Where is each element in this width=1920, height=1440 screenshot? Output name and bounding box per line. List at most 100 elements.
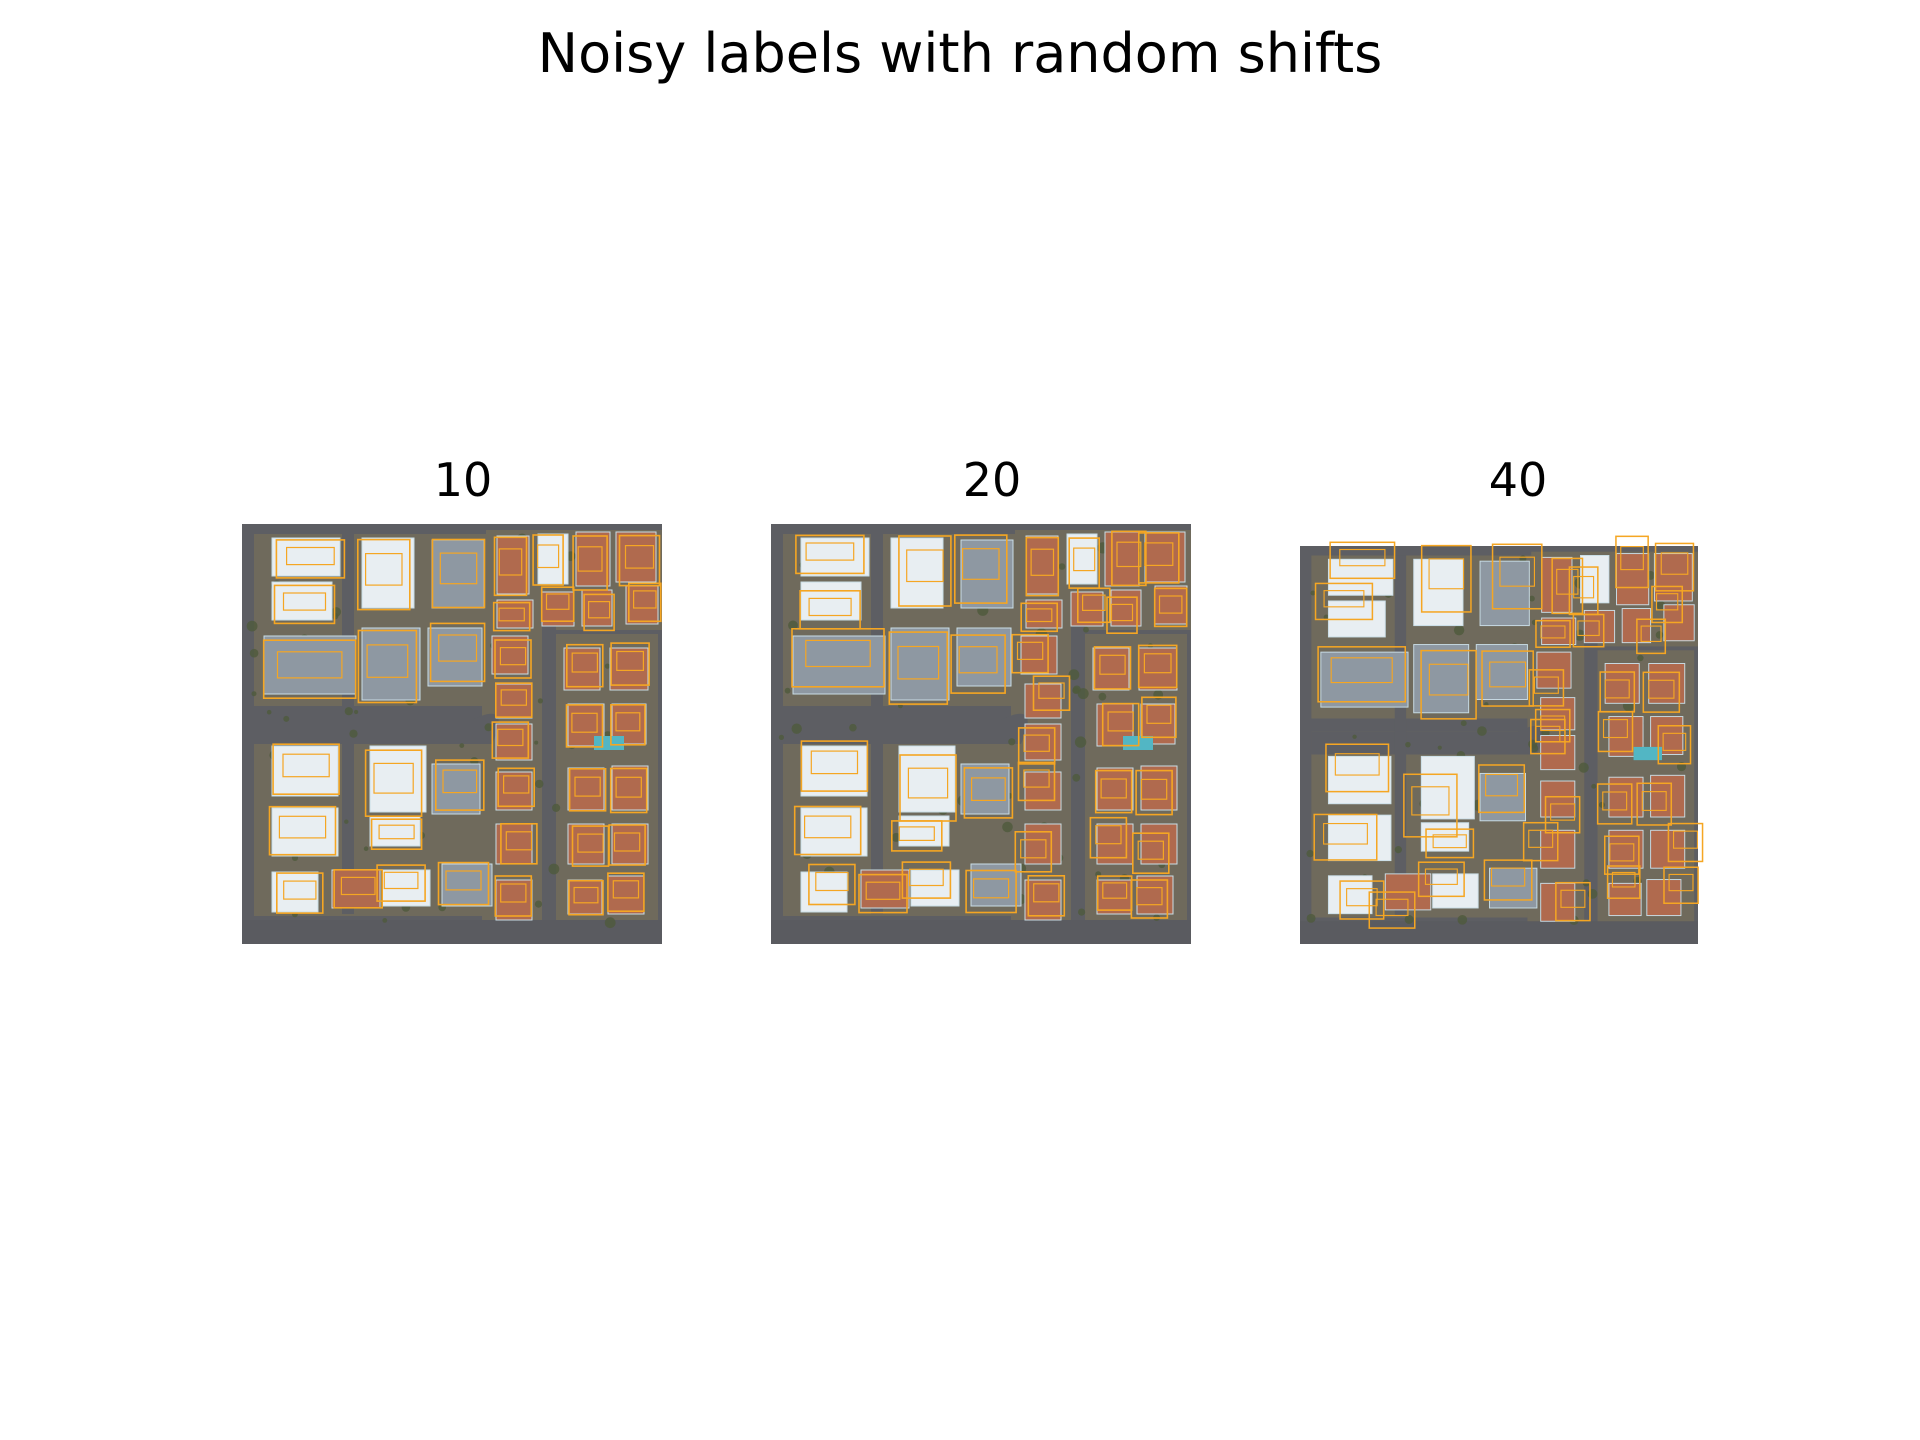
building-outline (1100, 778, 1127, 799)
main-road (242, 920, 662, 944)
building-roof (1024, 683, 1062, 719)
building-outline (803, 815, 852, 839)
building-outline (435, 759, 485, 811)
tree (1477, 726, 1487, 736)
building-outline (633, 590, 657, 609)
building-outline (858, 873, 908, 914)
side-street (342, 534, 354, 914)
building-outline (1533, 676, 1559, 694)
building-outline (971, 777, 1006, 801)
building-outline (1483, 859, 1533, 901)
building-roof (496, 599, 534, 629)
building-outline (1033, 883, 1060, 903)
building-outline (1023, 769, 1050, 788)
building-roof (609, 647, 649, 691)
building-roof (956, 627, 1012, 687)
building-outline (1560, 889, 1586, 908)
building-outline (1027, 874, 1066, 917)
building-outline (897, 645, 940, 680)
building-outline (808, 863, 856, 906)
building-outline (573, 886, 599, 904)
building-outline (1596, 783, 1633, 825)
tree (1306, 913, 1316, 923)
building-outline (898, 826, 935, 841)
building-outline (494, 875, 533, 917)
building-outline (1329, 541, 1396, 580)
building-outline (1490, 867, 1526, 887)
building-roof (1540, 780, 1576, 818)
tree (1352, 734, 1357, 739)
tree (1655, 631, 1664, 639)
building-roof (1413, 644, 1470, 714)
building-outline (577, 833, 604, 853)
building-roof (1604, 663, 1640, 704)
building-outline (1425, 828, 1475, 859)
building-roof (1092, 647, 1130, 691)
building-outline (962, 548, 1000, 580)
building-outline (1615, 535, 1649, 589)
tree (604, 917, 616, 929)
pool (1633, 746, 1662, 761)
building-outline (1667, 822, 1704, 863)
building-outline (505, 831, 533, 851)
building-roof (271, 537, 341, 577)
building-outline (901, 861, 952, 899)
building-outline (574, 776, 601, 797)
building-outline (1672, 830, 1699, 849)
building-outline (898, 535, 952, 607)
building-roof (1320, 651, 1409, 708)
building-outline (438, 634, 478, 662)
building-outline (503, 775, 530, 794)
building-roof (431, 763, 481, 815)
building-outline (276, 651, 343, 679)
building-outline (609, 767, 648, 814)
tree (788, 620, 798, 631)
building-roof (1104, 531, 1140, 587)
building-outline (1420, 649, 1477, 720)
building-outline (1137, 644, 1178, 689)
building-outline (1611, 871, 1636, 888)
building-outline (1572, 613, 1605, 648)
building-outline (568, 768, 607, 812)
building-outline (1530, 718, 1566, 755)
tree (1002, 821, 1013, 833)
building-outline (1478, 764, 1526, 814)
panel-title-10: 10 (433, 453, 493, 507)
building-outline (571, 712, 598, 733)
building-outline (1137, 532, 1180, 584)
building-roof (1608, 882, 1642, 917)
building-outline (1346, 888, 1378, 907)
building-outline (1662, 732, 1687, 751)
building-roof (491, 635, 529, 675)
aerial-image (242, 524, 662, 944)
tree (778, 734, 784, 740)
building-outline (1143, 653, 1172, 674)
building-outline (1499, 556, 1536, 587)
building-roof (1140, 765, 1178, 811)
building-roof (563, 647, 601, 691)
building-roof (271, 745, 339, 797)
building-roof (1327, 814, 1392, 862)
tree (1058, 563, 1066, 570)
building-outline (891, 820, 943, 852)
building-outline (565, 643, 604, 688)
panel-title-20: 20 (962, 453, 1022, 507)
tree (791, 723, 802, 734)
tree (354, 709, 359, 715)
side-street (542, 624, 556, 924)
building-outline (500, 689, 528, 706)
tree (1437, 745, 1442, 750)
building-outline (1073, 547, 1096, 572)
building-outline (1016, 641, 1044, 661)
tree (1068, 669, 1080, 681)
building-outline (532, 534, 564, 586)
tree (1098, 692, 1107, 701)
building-outline (1017, 761, 1056, 802)
building-outline (1323, 590, 1365, 608)
building-outline (333, 868, 383, 909)
building-outline (1368, 891, 1416, 929)
building-outline (1144, 542, 1174, 566)
building-roof (1420, 755, 1475, 820)
building-outline (1411, 786, 1450, 816)
building-roof (625, 585, 659, 625)
